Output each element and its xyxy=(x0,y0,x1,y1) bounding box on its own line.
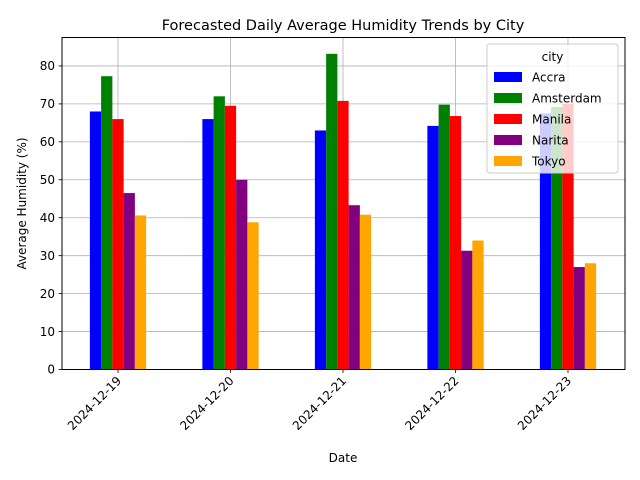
x-tick-label: 2024-12-21 xyxy=(290,374,349,433)
x-axis-ticks: 2024-12-19 2024-12-20 2024-12-21 2024-12-22… xyxy=(65,369,574,433)
bar-accra-2024-12-23 xyxy=(539,113,552,370)
y-tick-label: 70 xyxy=(40,97,55,111)
plot-area-frame xyxy=(61,37,626,370)
x-tick-label: 2024-12-19 xyxy=(65,374,124,433)
chart-title: Forecasted Daily Average Humidity Trends… xyxy=(162,18,525,34)
y-tick-label: 50 xyxy=(40,173,55,187)
bar-narita-2024-12-20 xyxy=(236,179,248,370)
bar-series xyxy=(89,53,597,370)
bar-manila-2024-12-21 xyxy=(337,100,349,370)
y-tick-label: 80 xyxy=(40,59,55,73)
bar-tokyo-2024-12-22 xyxy=(472,240,484,370)
legend-label-narita: Narita xyxy=(532,134,569,148)
y-tick-label: 0 xyxy=(47,363,55,377)
x-tick-label: 2024-12-23 xyxy=(515,374,574,433)
y-axis-ticks: 0 10 20 30 40 50 60 70 80 xyxy=(40,59,62,377)
x-tick-label: 2024-12-22 xyxy=(402,374,461,433)
y-tick-label: 20 xyxy=(40,287,55,301)
bar-accra-2024-12-19 xyxy=(89,111,102,370)
bar-amsterdam-2024-12-22 xyxy=(438,104,450,370)
legend-title: city xyxy=(542,50,564,64)
legend-swatch-narita xyxy=(494,135,522,145)
legend: city Accra Amsterdam Manila Narita Tokyo xyxy=(486,43,619,174)
y-tick-label: 30 xyxy=(40,249,55,263)
bar-amsterdam-2024-12-21 xyxy=(326,53,338,370)
legend-swatch-tokyo xyxy=(494,156,522,166)
legend-label-manila: Manila xyxy=(532,113,571,127)
bar-accra-2024-12-20 xyxy=(202,119,214,370)
bar-narita-2024-12-23 xyxy=(573,267,585,370)
bar-tokyo-2024-12-20 xyxy=(247,222,259,370)
legend-swatch-manila xyxy=(494,114,522,124)
bar-amsterdam-2024-12-20 xyxy=(213,96,225,370)
legend-swatch-amsterdam xyxy=(494,93,522,103)
legend-label-tokyo: Tokyo xyxy=(531,155,566,169)
bar-narita-2024-12-19 xyxy=(123,193,135,370)
x-axis-label: Date xyxy=(329,451,358,465)
bar-accra-2024-12-22 xyxy=(427,125,439,370)
legend-label-accra: Accra xyxy=(532,71,565,85)
bar-tokyo-2024-12-23 xyxy=(584,263,597,370)
y-tick-label: 40 xyxy=(40,211,55,225)
bar-narita-2024-12-22 xyxy=(461,250,473,370)
bar-manila-2024-12-20 xyxy=(224,105,237,370)
y-axis-label: Average Humidity (%) xyxy=(15,137,29,269)
bar-manila-2024-12-22 xyxy=(449,116,462,370)
bar-amsterdam-2024-12-19 xyxy=(101,76,113,370)
y-tick-label: 60 xyxy=(40,135,55,149)
legend-label-amsterdam: Amsterdam xyxy=(532,92,602,106)
bar-manila-2024-12-19 xyxy=(112,119,124,370)
bar-accra-2024-12-21 xyxy=(314,130,327,370)
y-tick-label: 10 xyxy=(40,325,55,339)
bar-narita-2024-12-21 xyxy=(348,205,360,370)
legend-swatch-accra xyxy=(494,72,522,82)
x-tick-label: 2024-12-20 xyxy=(177,374,236,433)
bar-tokyo-2024-12-21 xyxy=(359,214,372,370)
bar-amsterdam-2024-12-23 xyxy=(551,106,563,370)
bar-tokyo-2024-12-19 xyxy=(134,215,147,370)
bar-manila-2024-12-23 xyxy=(562,103,574,370)
